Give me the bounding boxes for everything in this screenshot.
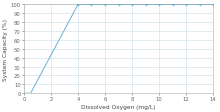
Y-axis label: System Capacity (%): System Capacity (%) [4,19,9,80]
X-axis label: Dissolved Oxygen (mg/L): Dissolved Oxygen (mg/L) [81,104,156,109]
